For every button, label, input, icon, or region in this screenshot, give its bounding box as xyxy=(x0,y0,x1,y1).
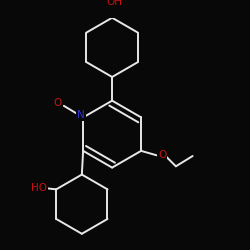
Text: OH: OH xyxy=(106,0,122,7)
Text: HO: HO xyxy=(31,183,47,193)
Text: N: N xyxy=(77,110,84,120)
Text: O: O xyxy=(158,150,166,160)
Text: O: O xyxy=(53,98,62,108)
